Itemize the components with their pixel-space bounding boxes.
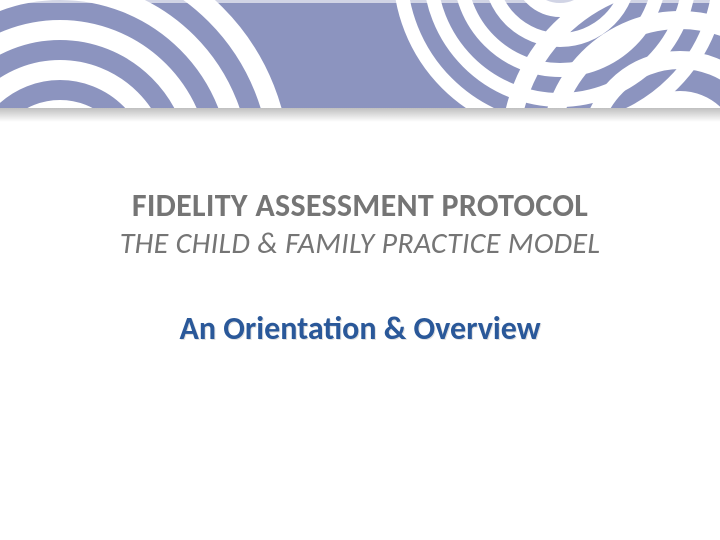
slide-subtitle: THE CHILD & FAMILY PRACTICE MODEL bbox=[120, 227, 601, 262]
slide-overview: An Orientation & Overview bbox=[179, 309, 540, 348]
slide-content: FIDELITY ASSESSMENT PROTOCOL THE CHILD &… bbox=[0, 0, 720, 540]
slide-title: FIDELITY ASSESSMENT PROTOCOL bbox=[132, 188, 588, 225]
